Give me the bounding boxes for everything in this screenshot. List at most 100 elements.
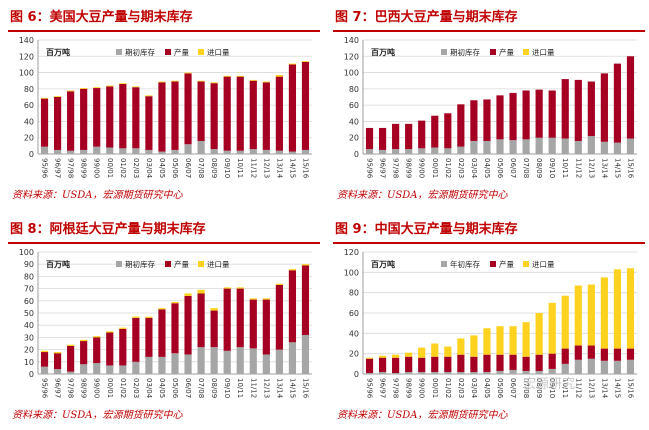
bar-production bbox=[53, 97, 62, 150]
bar-production bbox=[574, 345, 582, 360]
x-tick-label: 95/96 bbox=[366, 378, 374, 399]
bar-imports bbox=[223, 287, 231, 289]
bar-inventory bbox=[418, 148, 426, 154]
bar-inventory bbox=[587, 136, 595, 154]
bar-inventory bbox=[626, 138, 635, 154]
x-tick-label: 05/06 bbox=[496, 378, 504, 399]
bar-production bbox=[184, 295, 192, 355]
y-tick-label: 60 bbox=[24, 297, 34, 306]
bar-inventory bbox=[119, 365, 127, 374]
y-tick-label: 0 bbox=[354, 370, 359, 379]
bar-production bbox=[574, 79, 582, 141]
y-tick-label: 0 bbox=[29, 150, 34, 159]
bar-inventory bbox=[535, 370, 543, 374]
bar-imports bbox=[509, 326, 517, 355]
bar-inventory bbox=[378, 371, 387, 374]
bar-production bbox=[483, 354, 491, 372]
legend-swatch-inventory bbox=[116, 261, 122, 267]
bar-production bbox=[132, 87, 140, 149]
bar-inventory bbox=[405, 371, 413, 374]
title-rule bbox=[333, 30, 645, 32]
bar-production bbox=[548, 353, 556, 369]
bar-production bbox=[275, 284, 283, 350]
y-tick-label: 0 bbox=[354, 150, 359, 159]
bar-imports bbox=[40, 350, 49, 353]
x-tick-label: 95/96 bbox=[41, 158, 49, 179]
bar-inventory bbox=[378, 149, 387, 154]
x-tick-label: 11/12 bbox=[574, 158, 582, 178]
bar-imports bbox=[171, 80, 179, 82]
bar-inventory bbox=[509, 369, 517, 374]
bar-production bbox=[262, 299, 270, 355]
chart-fig9: 0 20 40 60 80 100 120 95/96 96/97 97/98 98/99 99/00… bbox=[344, 248, 637, 399]
bar-imports bbox=[522, 322, 530, 357]
x-tick-label: 08/09 bbox=[535, 378, 543, 398]
x-tick-label: 04/05 bbox=[158, 158, 166, 178]
bar-production bbox=[600, 348, 608, 361]
bar-inventory bbox=[613, 360, 622, 374]
bar-inventory bbox=[223, 150, 231, 154]
source-note: 资料来源：USDA，宏源期货研究中心 bbox=[12, 410, 183, 421]
bar-imports bbox=[210, 308, 218, 311]
x-tick-label: 97/98 bbox=[392, 378, 400, 398]
bar-imports bbox=[197, 289, 205, 294]
bar-inventory bbox=[93, 146, 101, 154]
bar-imports bbox=[236, 75, 244, 77]
bar-inventory bbox=[535, 137, 543, 154]
legend-swatch-imports bbox=[198, 49, 204, 55]
x-tick-label: 00/01 bbox=[106, 378, 114, 398]
x-tick-label: 96/97 bbox=[54, 378, 62, 398]
bar-imports bbox=[470, 335, 478, 357]
y-tick-label: 140 bbox=[344, 36, 359, 45]
x-tick-label: 10/11 bbox=[236, 158, 244, 178]
unit-label: 百万吨 bbox=[371, 259, 395, 269]
bar-inventory bbox=[600, 141, 608, 154]
bar-production bbox=[496, 354, 504, 371]
legend-label: 产量 bbox=[174, 47, 189, 57]
x-tick-label: 04/05 bbox=[483, 158, 491, 178]
bar-inventory bbox=[365, 372, 374, 374]
x-tick-label: 13/14 bbox=[275, 378, 283, 399]
x-tick-label: 02/03 bbox=[457, 158, 465, 178]
bar-imports bbox=[93, 336, 101, 338]
bar-imports bbox=[80, 88, 88, 89]
bar-inventory bbox=[158, 356, 166, 374]
x-tick-label: 05/06 bbox=[171, 378, 179, 399]
bar-imports bbox=[184, 72, 192, 74]
y-tick-label: 0 bbox=[29, 370, 34, 379]
source-note: 资料来源：USDA，宏源期货研究中心 bbox=[12, 190, 183, 201]
title-rule bbox=[333, 242, 645, 244]
x-tick-label: 96/97 bbox=[379, 158, 387, 178]
legend-label: 产量 bbox=[499, 47, 514, 57]
legend-swatch-production bbox=[490, 261, 496, 267]
bar-inventory bbox=[80, 149, 88, 154]
bar-imports bbox=[145, 95, 153, 97]
bar-production bbox=[197, 293, 205, 348]
bar-production bbox=[561, 348, 569, 364]
x-tick-label: 15/16 bbox=[626, 158, 634, 179]
x-tick-label: 14/15 bbox=[613, 158, 621, 178]
bar-imports bbox=[236, 287, 244, 289]
bar-production bbox=[119, 328, 127, 366]
bar-inventory bbox=[119, 148, 127, 154]
bar-imports bbox=[158, 308, 166, 310]
x-tick-label: 02/03 bbox=[132, 378, 140, 398]
x-tick-label: 14/15 bbox=[613, 378, 621, 398]
y-tick-label: 100 bbox=[344, 69, 359, 78]
bar-imports bbox=[262, 298, 270, 300]
bar-inventory bbox=[145, 149, 153, 154]
bar-production bbox=[626, 56, 635, 139]
bar-inventory bbox=[67, 371, 75, 374]
bar-production bbox=[262, 82, 270, 150]
y-tick-label: 90 bbox=[24, 260, 34, 269]
bar-inventory bbox=[483, 371, 491, 374]
y-tick-label: 60 bbox=[349, 101, 359, 110]
y-tick-label: 40 bbox=[24, 321, 34, 330]
bar-production bbox=[223, 288, 231, 351]
x-tick-label: 98/99 bbox=[405, 158, 413, 178]
bar-imports bbox=[561, 295, 569, 349]
bar-inventory bbox=[496, 370, 504, 374]
bar-production bbox=[587, 81, 595, 137]
bar-production bbox=[509, 92, 517, 141]
bar-imports bbox=[535, 313, 543, 355]
